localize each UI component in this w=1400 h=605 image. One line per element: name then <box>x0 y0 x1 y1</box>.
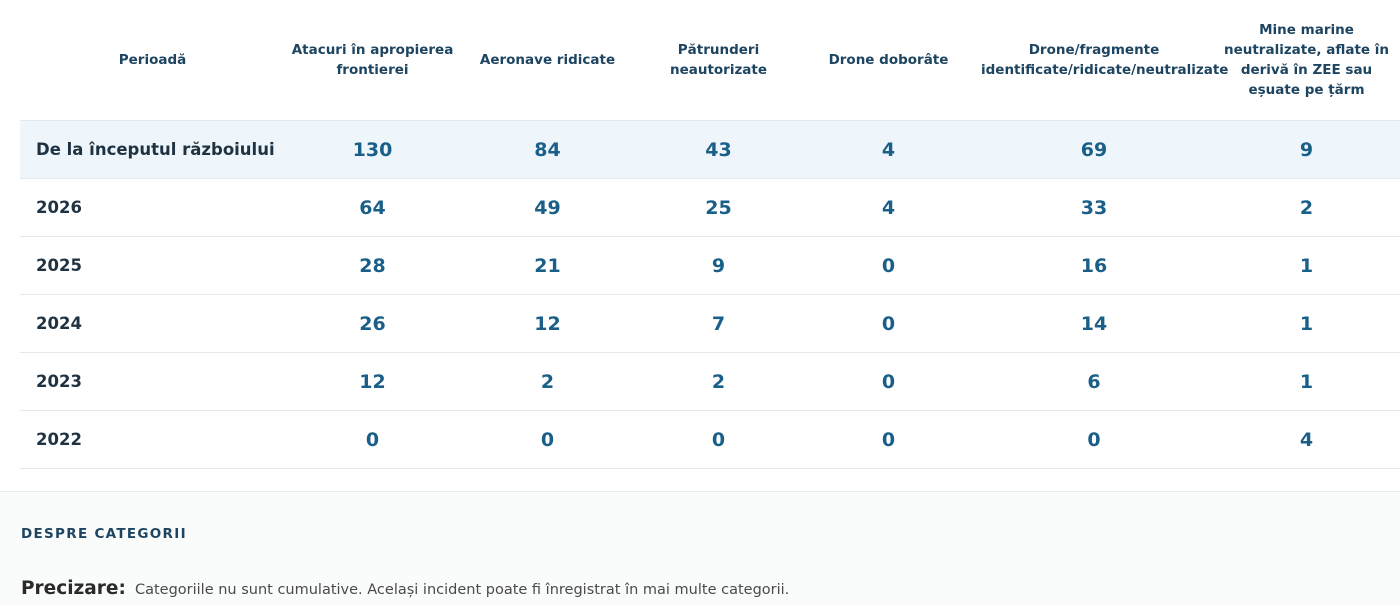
table-row: 2022 0 0 0 0 0 4 <box>20 410 1400 469</box>
table-row: 2023 12 2 2 0 6 1 <box>20 352 1400 411</box>
table-cell-value: 49 <box>460 178 635 237</box>
table-cell-value: 28 <box>285 236 460 295</box>
row-period-label: 2022 <box>20 410 285 469</box>
table-cell-value: 2 <box>1213 178 1400 237</box>
about-categories-title: DESPRE CATEGORII <box>21 526 187 542</box>
table-cell-value: 0 <box>802 410 975 469</box>
header-border-attacks: Atacuri în apropierea frontierei <box>285 0 460 121</box>
table-cell-value: 0 <box>802 236 975 295</box>
header-drones-shot-down: Drone doborâte <box>802 0 975 121</box>
table-cell-value: 6 <box>975 352 1213 411</box>
table-cell-value: 130 <box>285 120 460 179</box>
table-cell-value: 43 <box>635 120 802 179</box>
header-aircraft-scrambled: Aeronave ridicate <box>460 0 635 121</box>
table-cell-value: 25 <box>635 178 802 237</box>
table-cell-value: 12 <box>285 352 460 411</box>
table-cell-value: 4 <box>802 120 975 179</box>
table-cell-value: 0 <box>635 410 802 469</box>
table-cell-value: 84 <box>460 120 635 179</box>
note-text: Categoriile nu sunt cumulative. Același … <box>134 582 790 598</box>
table-cell-value: 4 <box>1213 410 1400 469</box>
header-period: Perioadă <box>20 0 285 121</box>
table-row-total: De la începutul războiului 130 84 43 4 69 9 <box>20 120 1400 179</box>
header-sea-mines: Mine marine neutralizate, aflate în deri… <box>1213 0 1400 121</box>
table-cell-value: 21 <box>460 236 635 295</box>
row-period-label: 2023 <box>20 352 285 411</box>
statistics-table-container: Perioadă Atacuri în apropierea frontiere… <box>20 0 1400 469</box>
table-cell-value: 2 <box>635 352 802 411</box>
table-cell-value: 26 <box>285 294 460 353</box>
table-cell-value: 9 <box>1213 120 1400 179</box>
table-cell-value: 0 <box>802 352 975 411</box>
table-cell-value: 64 <box>285 178 460 237</box>
note: Precizare: Categoriile nu sunt cumulativ… <box>21 578 789 599</box>
statistics-table: Perioadă Atacuri în apropierea frontiere… <box>20 0 1400 469</box>
table-cell-value: 16 <box>975 236 1213 295</box>
table-cell-value: 33 <box>975 178 1213 237</box>
table-cell-value: 2 <box>460 352 635 411</box>
table-cell-value: 0 <box>975 410 1213 469</box>
table-cell-value: 14 <box>975 294 1213 353</box>
table-cell-value: 69 <box>975 120 1213 179</box>
table-row: 2025 28 21 9 0 16 1 <box>20 236 1400 295</box>
header-row: Perioadă Atacuri în apropierea frontiere… <box>20 0 1400 121</box>
header-drone-fragments: Drone/fragmente identificate/ridicate/ne… <box>975 0 1228 121</box>
table-cell-value: 9 <box>635 236 802 295</box>
table-cell-value: 12 <box>460 294 635 353</box>
about-categories-section: DESPRE CATEGORII Precizare: Categoriile … <box>0 491 1400 605</box>
table-cell-value: 1 <box>1213 294 1400 353</box>
header-unauthorized-intrusions: Pătrunderi neautorizate <box>635 0 802 121</box>
table-cell-value: 1 <box>1213 236 1400 295</box>
table-cell-value: 0 <box>460 410 635 469</box>
table-body: De la începutul războiului 130 84 43 4 69 9 202… <box>20 120 1400 469</box>
note-label: Precizare: <box>21 578 126 599</box>
table-cell-value: 0 <box>802 294 975 353</box>
table-header: Perioadă Atacuri în apropierea frontiere… <box>20 0 1400 121</box>
row-period-label: De la începutul războiului <box>20 120 285 179</box>
row-period-label: 2024 <box>20 294 285 353</box>
table-cell-value: 1 <box>1213 352 1400 411</box>
table-row: 2026 64 49 25 4 33 2 <box>20 178 1400 237</box>
table-cell-value: 0 <box>285 410 460 469</box>
table-row: 2024 26 12 7 0 14 1 <box>20 294 1400 353</box>
row-period-label: 2025 <box>20 236 285 295</box>
table-cell-value: 4 <box>802 178 975 237</box>
table-cell-value: 7 <box>635 294 802 353</box>
row-period-label: 2026 <box>20 178 285 237</box>
